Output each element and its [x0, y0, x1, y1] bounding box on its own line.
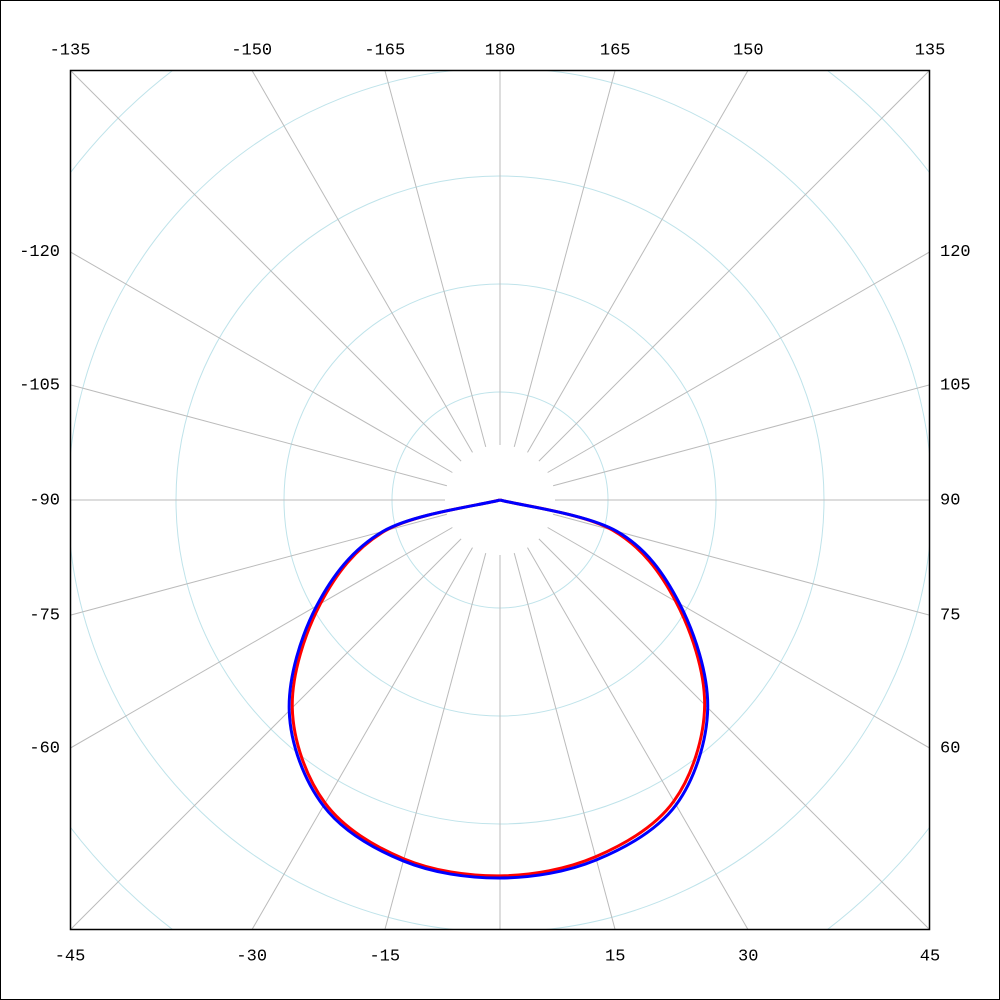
plot-border: [69, 69, 931, 931]
grid-spoke: [70, 70, 462, 462]
theta-tick-label: -60: [29, 740, 60, 759]
theta-tick-label: 45: [920, 947, 940, 966]
grid-spoke: [70, 538, 462, 930]
theta-tick-label: 165: [600, 41, 631, 60]
grid-spoke: [70, 251, 453, 473]
grid-spoke: [70, 527, 453, 749]
grid-spoke: [70, 384, 448, 487]
grid-spoke: [547, 527, 930, 749]
series-curve: [290, 498, 707, 878]
grid-spoke: [384, 552, 487, 930]
grid-spoke: [513, 70, 616, 448]
grid-spoke: [538, 70, 930, 462]
grid-spoke: [251, 70, 473, 453]
theta-tick-label: -165: [364, 41, 405, 60]
theta-tick-label: 105: [940, 376, 971, 395]
theta-tick-label: -15: [369, 947, 400, 966]
theta-tick-label: 30: [738, 947, 758, 966]
theta-tick-label: -75: [29, 607, 60, 626]
theta-tick-label: -120: [19, 243, 60, 262]
theta-tick-label: -45: [55, 947, 86, 966]
grid-spoke: [513, 552, 616, 930]
grid-spoke: [251, 547, 473, 930]
grid-spoke: [547, 251, 930, 473]
theta-tick-label: 180: [485, 41, 516, 60]
theta-tick-label: 150: [733, 41, 764, 60]
theta-tick-label: -30: [236, 947, 267, 966]
theta-tick-label: 120: [940, 243, 971, 262]
theta-tick-label: 75: [940, 607, 960, 626]
theta-tick-label: -90: [29, 491, 60, 510]
theta-tick-label: -105: [19, 376, 60, 395]
grid-spoke: [527, 547, 749, 930]
theta-tick-label: 15: [605, 947, 625, 966]
theta-tick-label: -150: [231, 41, 272, 60]
theta-tick-label: 90: [940, 491, 960, 510]
theta-tick-label: 60: [940, 740, 960, 759]
grid-spoke: [552, 384, 930, 487]
grid-spoke: [538, 538, 930, 930]
curves: [287, 498, 710, 880]
theta-tick-label: -135: [50, 41, 91, 60]
theta-tick-label: 135: [915, 41, 946, 60]
grid-spoke: [384, 70, 487, 448]
grid-spoke: [527, 70, 749, 453]
series-curve: [287, 498, 710, 880]
